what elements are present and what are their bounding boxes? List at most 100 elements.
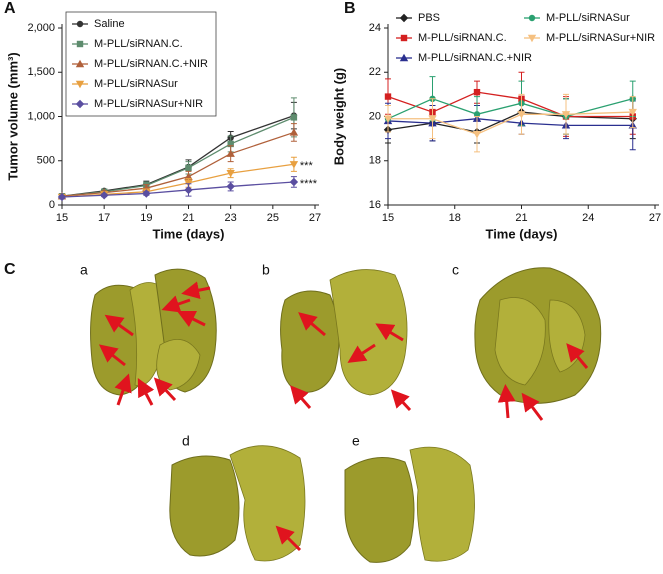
data-point: [472, 131, 482, 139]
y-tick-label: 500: [37, 155, 55, 167]
y-tick-label: 20: [369, 110, 381, 122]
data-point: [473, 88, 481, 96]
series-line: [61, 131, 295, 197]
data-point: [517, 111, 526, 119]
data-point: [628, 108, 637, 117]
photo-label: d: [182, 433, 190, 449]
series-line: [61, 116, 295, 197]
legend-marker: [75, 99, 85, 109]
y-tick-label: 1,500: [27, 66, 55, 78]
data-point: [184, 185, 193, 195]
x-tick-label: 21: [182, 212, 194, 224]
y-tick-label: 16: [369, 199, 381, 211]
panel-label: A: [4, 0, 16, 17]
legend-label: M-PLL/siRNAN.C.+NIR: [418, 52, 532, 64]
data-point: [473, 111, 481, 118]
arrow: [497, 384, 516, 419]
legend-box: [65, 11, 217, 117]
arrow: [137, 378, 155, 406]
series-line: [61, 163, 295, 198]
lung-photo-e: [344, 446, 475, 563]
panel-label: C: [4, 261, 16, 278]
photo-label: e: [352, 433, 360, 449]
data-point: [561, 111, 571, 119]
x-tick-label: 27: [649, 212, 661, 224]
data-point: [99, 191, 109, 200]
legend-marker: [75, 80, 85, 89]
series-line: [61, 181, 294, 198]
legend-label: M-PLL/siRNASur+NIR: [94, 98, 203, 110]
data-point: [289, 128, 299, 136]
lung-photo-c: [474, 267, 602, 421]
lung-photo-d: [169, 445, 306, 562]
data-point: [428, 115, 437, 123]
data-point: [289, 161, 299, 169]
legend-marker: [528, 14, 536, 22]
x-tick-label: 24: [582, 212, 594, 224]
arrow: [375, 323, 404, 342]
y-axis-label: Body weight (g): [331, 68, 346, 166]
data-point: [290, 114, 298, 121]
lung-photo-a: [90, 268, 217, 406]
x-axis-label: Time (days): [485, 226, 557, 241]
legend-label: M-PLL/siRNASur: [94, 78, 178, 90]
arrow: [521, 392, 544, 421]
legend-label: M-PLL/siRNAN.C.: [418, 32, 507, 44]
lung-photo-b: [280, 269, 412, 412]
panel-label: B: [344, 0, 356, 17]
x-tick-label: 15: [382, 212, 394, 224]
series-line: [387, 118, 633, 126]
data-point: [226, 149, 235, 157]
x-tick-label: 15: [56, 212, 68, 224]
photo-label: c: [452, 262, 459, 278]
arrow: [176, 310, 206, 328]
arrow: [161, 295, 191, 313]
data-point: [57, 192, 67, 202]
arrow: [114, 373, 132, 406]
series-line: [61, 115, 295, 197]
arrow: [298, 312, 326, 337]
arrow: [104, 314, 134, 337]
series-line: [387, 91, 633, 118]
arrow: [390, 389, 412, 412]
legend-marker: [399, 13, 409, 23]
annotation: ****: [300, 178, 318, 190]
y-tick-label: 1,000: [27, 110, 55, 122]
legend-label: M-PLL/siRNAN.C.+NIR: [94, 58, 208, 70]
x-tick-label: 23: [225, 212, 237, 224]
data-point: [226, 182, 235, 191]
legend-marker: [75, 59, 85, 68]
data-point: [185, 164, 192, 172]
y-tick-label: 0: [49, 199, 55, 211]
annotation: ***: [300, 160, 314, 172]
y-tick-label: 18: [369, 155, 381, 167]
arrow: [181, 281, 211, 300]
data-point: [384, 93, 392, 100]
arrow: [347, 343, 376, 363]
photo-label: a: [80, 262, 88, 278]
arrow: [566, 343, 589, 369]
x-tick-label: 17: [98, 212, 110, 224]
photo-label: b: [262, 262, 270, 278]
x-tick-label: 25: [267, 212, 279, 224]
arrow: [290, 385, 312, 409]
legend-label: M-PLL/siRNAN.C.: [94, 38, 183, 50]
y-tick-label: 2,000: [27, 22, 55, 34]
data-point: [383, 115, 393, 123]
data-point: [226, 169, 235, 178]
legend-label: M-PLL/siRNASur+NIR: [546, 32, 655, 44]
legend-label: PBS: [418, 12, 440, 24]
y-tick-label: 24: [369, 22, 381, 34]
arrow: [153, 377, 177, 402]
y-axis-label: Tumor volume (mm³): [5, 52, 20, 180]
x-tick-label: 18: [449, 212, 461, 224]
arrow: [275, 525, 302, 552]
y-tick-label: 22: [369, 66, 381, 78]
legend-label: M-PLL/siRNASur: [546, 12, 630, 24]
arrow: [98, 344, 126, 367]
x-axis-label: Time (days): [152, 226, 224, 241]
x-tick-label: 27: [309, 212, 321, 224]
legend-marker: [76, 40, 84, 48]
legend-marker: [527, 34, 537, 43]
